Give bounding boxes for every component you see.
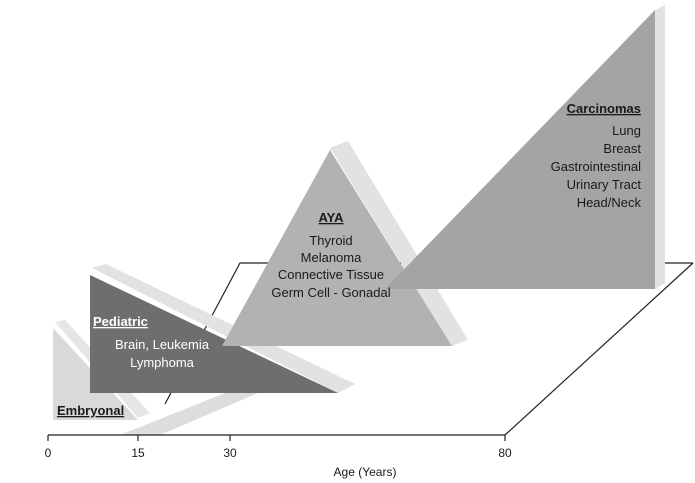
carcinomas-item: Gastrointestinal: [551, 159, 641, 174]
aya-item: Melanoma: [301, 250, 362, 265]
carcinomas-item: Urinary Tract: [567, 177, 642, 192]
aya-triangle: [222, 150, 452, 346]
aya-item: Thyroid: [309, 233, 352, 248]
carcinomas-title: Carcinomas: [567, 101, 641, 116]
carcinomas-item: Head/Neck: [577, 195, 642, 210]
x-tick-label: 80: [498, 446, 512, 460]
x-tick-label: 0: [45, 446, 52, 460]
pediatric-shape: [90, 264, 355, 435]
right-edge-line: [504, 262, 694, 436]
pediatric-ribbon: [120, 393, 258, 435]
aya-item: Connective Tissue: [278, 267, 384, 282]
aya-shape: [222, 141, 468, 346]
aya-title: AYA: [318, 210, 344, 225]
carcinomas-triangle: [385, 10, 655, 289]
carcinomas-shape: [385, 5, 665, 289]
pediatric-triangle: [90, 275, 338, 393]
carcinomas-item: Breast: [603, 141, 641, 156]
x-tick-label: 30: [223, 446, 237, 460]
carcinomas-item: Lung: [612, 123, 641, 138]
pediatric-item: Brain, Leukemia: [115, 337, 210, 352]
x-axis: 0 15 30 80 Age (Years): [45, 434, 512, 479]
aya-shadow: [330, 141, 468, 346]
pediatric-title: Pediatric: [93, 314, 148, 329]
pediatric-item: Lymphoma: [130, 355, 195, 370]
carcinomas-side: [655, 5, 665, 289]
pediatric-shadow: [92, 264, 355, 393]
x-axis-label: Age (Years): [334, 465, 397, 479]
embryonal-title: Embryonal: [57, 403, 124, 418]
x-tick-label: 15: [131, 446, 145, 460]
aya-item: Germ Cell - Gonadal: [271, 285, 390, 300]
